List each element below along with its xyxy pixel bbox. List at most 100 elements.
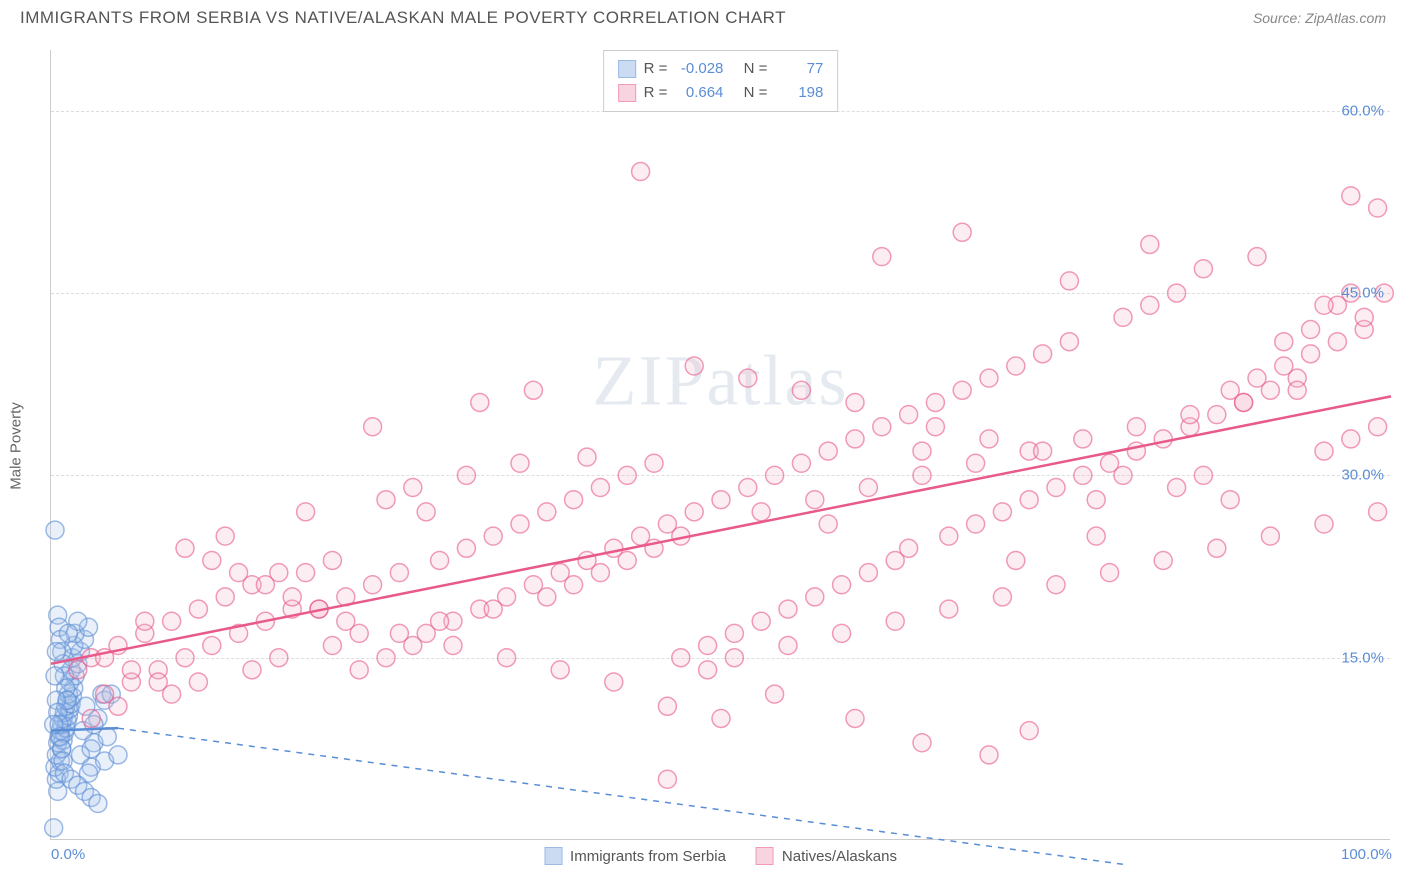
scatter-point (1060, 333, 1078, 351)
scatter-point (833, 576, 851, 594)
legend-swatch-1 (618, 84, 636, 102)
scatter-point (109, 697, 127, 715)
scatter-point (859, 479, 877, 497)
scatter-point (591, 564, 609, 582)
scatter-point (913, 466, 931, 484)
scatter-point (417, 503, 435, 521)
x-tick-label: 0.0% (51, 846, 85, 863)
scatter-point (551, 661, 569, 679)
scatter-point (1194, 260, 1212, 278)
scatter-point (270, 649, 288, 667)
scatter-point (1302, 321, 1320, 339)
scatter-point (712, 709, 730, 727)
scatter-point (819, 442, 837, 460)
scatter-point (699, 661, 717, 679)
scatter-plot-svg (51, 50, 1391, 840)
scatter-point (297, 503, 315, 521)
scatter-point (658, 770, 676, 788)
scatter-point (1007, 357, 1025, 375)
scatter-point (1007, 551, 1025, 569)
scatter-point (766, 685, 784, 703)
scatter-point (1168, 284, 1186, 302)
scatter-point (47, 643, 65, 661)
scatter-point (457, 539, 475, 557)
scatter-point (1020, 722, 1038, 740)
scatter-point (1235, 393, 1253, 411)
legend-row-series-0: R = -0.028 N = 77 (618, 57, 824, 81)
scatter-point (873, 248, 891, 266)
scatter-point (926, 418, 944, 436)
scatter-point (685, 357, 703, 375)
scatter-point (1194, 466, 1212, 484)
scatter-point (993, 503, 1011, 521)
scatter-point (1087, 527, 1105, 545)
correlation-legend: R = -0.028 N = 77 R = 0.664 N = 198 (603, 50, 839, 112)
scatter-point (511, 515, 529, 533)
scatter-point (766, 466, 784, 484)
scatter-point (1248, 248, 1266, 266)
scatter-point (1275, 333, 1293, 351)
scatter-point (377, 649, 395, 667)
scatter-point (1181, 406, 1199, 424)
scatter-point (1034, 442, 1052, 460)
scatter-point (1261, 381, 1279, 399)
scatter-point (1315, 515, 1333, 533)
scatter-point (1047, 576, 1065, 594)
scatter-point (1208, 406, 1226, 424)
scatter-point (605, 673, 623, 691)
scatter-point (323, 637, 341, 655)
scatter-point (980, 369, 998, 387)
legend-item-0: Immigrants from Serbia (544, 847, 726, 865)
scatter-point (672, 649, 690, 667)
scatter-point (524, 381, 542, 399)
scatter-point (886, 612, 904, 630)
legend-swatch-bottom-0 (544, 847, 562, 865)
scatter-point (1261, 527, 1279, 545)
scatter-point (243, 661, 261, 679)
scatter-point (431, 551, 449, 569)
scatter-point (59, 624, 77, 642)
scatter-point (377, 491, 395, 509)
scatter-point (1114, 308, 1132, 326)
scatter-point (739, 479, 757, 497)
scatter-point (900, 406, 918, 424)
scatter-point (337, 612, 355, 630)
scatter-point (364, 576, 382, 594)
scatter-point (498, 649, 516, 667)
scatter-point (699, 637, 717, 655)
scatter-point (993, 588, 1011, 606)
scatter-point (940, 600, 958, 618)
scatter-point (46, 521, 64, 539)
scatter-point (444, 637, 462, 655)
scatter-point (45, 819, 63, 837)
scatter-point (645, 454, 663, 472)
scatter-point (189, 600, 207, 618)
scatter-point (431, 612, 449, 630)
legend-row-series-1: R = 0.664 N = 198 (618, 81, 824, 105)
scatter-point (1315, 442, 1333, 460)
scatter-point (1074, 466, 1092, 484)
scatter-point (390, 624, 408, 642)
legend-swatch-bottom-1 (756, 847, 774, 865)
scatter-point (163, 612, 181, 630)
scatter-point (779, 637, 797, 655)
scatter-point (1342, 430, 1360, 448)
y-tick-label: 15.0% (1341, 649, 1384, 666)
scatter-point (913, 442, 931, 460)
scatter-point (846, 709, 864, 727)
scatter-point (1328, 333, 1346, 351)
scatter-point (1369, 199, 1387, 217)
scatter-point (1141, 296, 1159, 314)
scatter-point (658, 697, 676, 715)
scatter-point (806, 588, 824, 606)
y-tick-label: 45.0% (1341, 285, 1384, 302)
scatter-point (189, 673, 207, 691)
scatter-point (779, 600, 797, 618)
scatter-point (1074, 430, 1092, 448)
x-tick-label: 100.0% (1341, 846, 1392, 863)
scatter-point (792, 381, 810, 399)
scatter-point (1369, 418, 1387, 436)
scatter-point (230, 564, 248, 582)
scatter-point (46, 667, 64, 685)
scatter-point (1154, 430, 1172, 448)
